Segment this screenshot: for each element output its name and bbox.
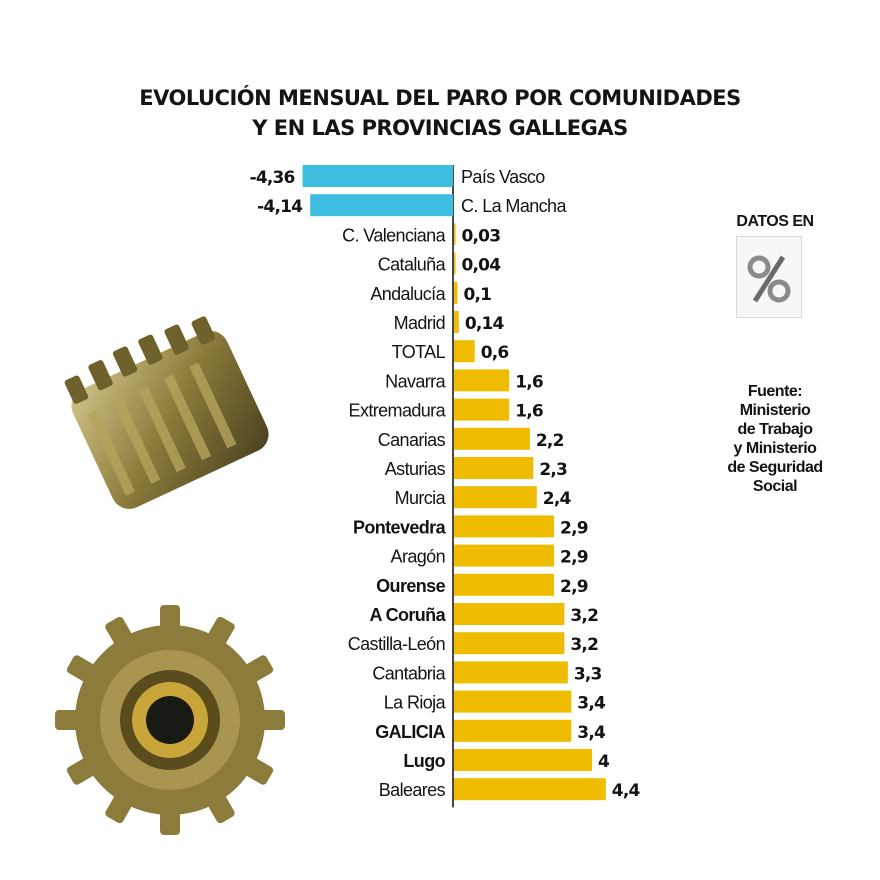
- bar: [454, 252, 456, 275]
- category-label: La Rioja: [384, 693, 447, 713]
- bar: [310, 194, 453, 217]
- category-label: GALICIA: [375, 722, 445, 742]
- value-label: 0,03: [462, 226, 501, 246]
- category-label: Cantabria: [372, 663, 446, 683]
- value-label: 3,3: [574, 664, 602, 684]
- value-label: -4,36: [250, 168, 295, 188]
- category-label: Pontevedra: [353, 517, 447, 537]
- value-label: 2,9: [560, 577, 588, 597]
- category-label: Baleares: [379, 780, 446, 800]
- bar: [454, 515, 555, 538]
- category-label: Canarias: [378, 430, 446, 450]
- bar: [454, 749, 592, 771]
- value-label: 2,9: [560, 518, 588, 538]
- value-label: 4: [598, 752, 610, 772]
- value-label: 3,2: [570, 635, 598, 655]
- bar: [454, 661, 568, 684]
- bar: [454, 719, 572, 742]
- source-line-2: de Trabajo: [737, 421, 813, 438]
- category-label: Madrid: [394, 313, 445, 333]
- source-label: Fuente:: [747, 383, 803, 400]
- value-label: 1,6: [515, 372, 543, 392]
- percent-icon: [736, 236, 802, 318]
- gear-front-image: [55, 605, 285, 835]
- bar: [454, 690, 572, 713]
- bar: [454, 340, 475, 363]
- category-label: Navarra: [385, 371, 446, 391]
- value-label: 3,4: [577, 723, 606, 743]
- category-label: Asturias: [385, 459, 446, 479]
- value-label: 4,4: [612, 781, 641, 801]
- chart-title-line-2: Y EN LAS PROVINCIAS GALLEGAS: [252, 116, 628, 140]
- category-label: A Coruña: [369, 605, 446, 625]
- category-label: C. La Mancha: [461, 196, 567, 216]
- bar: [454, 398, 510, 421]
- category-label: Cataluña: [378, 255, 447, 275]
- bar: [454, 778, 606, 801]
- bar: [454, 457, 534, 479]
- bar: [454, 632, 565, 655]
- bar: [454, 427, 530, 450]
- category-label: TOTAL: [392, 342, 446, 362]
- bar: [454, 311, 459, 333]
- bar: [454, 281, 458, 304]
- source-line-3: y Ministerio: [733, 440, 817, 457]
- gear-side-image: [64, 316, 269, 509]
- category-label: Lugo: [403, 751, 445, 771]
- value-label: 2,3: [539, 460, 567, 480]
- category-label: Castilla-León: [348, 634, 445, 654]
- category-label: C. Valenciana: [342, 225, 447, 245]
- value-label: 0,1: [463, 285, 491, 305]
- category-label: Extremadura: [349, 401, 447, 421]
- source-line-5: Social: [752, 478, 798, 495]
- category-label: Murcia: [395, 488, 447, 508]
- value-label: 3,4: [577, 694, 606, 714]
- value-label: 1,6: [515, 402, 543, 422]
- value-label: 0,04: [462, 256, 502, 276]
- bar: [454, 369, 510, 392]
- bar: [454, 223, 456, 246]
- source-line-1: Ministerio: [739, 402, 811, 419]
- chart-title-line-1: EVOLUCIÓN MENSUAL DEL PARO POR COMUNIDAD…: [139, 86, 741, 110]
- source-line-4: de Seguridad: [727, 459, 823, 476]
- units-label: DATOS EN: [736, 213, 814, 230]
- value-label: -4,14: [257, 197, 303, 217]
- category-label: Aragón: [391, 547, 445, 567]
- category-label: Ourense: [376, 576, 445, 596]
- bar: [454, 603, 565, 625]
- bar: [454, 544, 555, 567]
- value-label: 2,4: [543, 489, 572, 509]
- category-label: País Vasco: [461, 167, 545, 187]
- category-label: Andalucía: [370, 284, 446, 304]
- value-label: 2,2: [536, 431, 564, 451]
- value-label: 0,6: [481, 343, 509, 363]
- bar: [454, 573, 555, 596]
- value-label: 3,2: [570, 606, 598, 626]
- value-label: 2,9: [560, 548, 588, 568]
- bar: [302, 165, 453, 187]
- value-label: 0,14: [465, 314, 505, 334]
- bar: [454, 486, 537, 509]
